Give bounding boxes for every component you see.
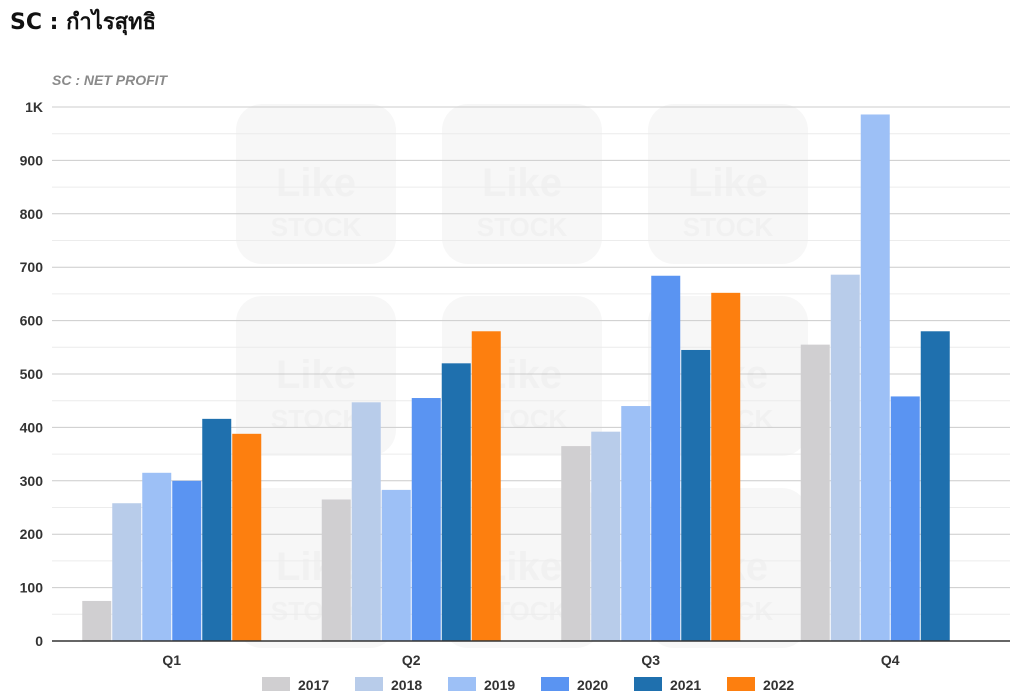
legend-swatch-2017 [262,677,290,691]
y-tick-label: 400 [20,419,44,435]
legend-swatch-2019 [448,677,476,691]
watermark-tile-bg [442,104,602,264]
watermark-text: Like [482,161,562,205]
bar-2017-q2 [321,499,351,641]
y-tick-label: 500 [20,366,44,382]
watermark-tile: Like STOCK [236,104,396,264]
y-tick-label: 600 [20,313,44,329]
legend-label-2020: 2020 [577,677,608,693]
x-tick-label: Q4 [881,652,900,668]
legend-label-2019: 2019 [484,677,515,693]
chart-title: SC : NET PROFIT [52,72,168,88]
watermark-tile-bg [648,104,808,264]
axes: 0 100 200 300 400 500 600 700 800 900 1K Q1 Q2 Q3 Q4 [20,99,1010,668]
watermark-text: STOCK [271,404,362,434]
legend-swatch-2021 [634,677,662,691]
bars [82,114,950,641]
watermark-text: STOCK [271,212,362,242]
legend-label-2022: 2022 [763,677,794,693]
watermark-tile: Like STOCK [648,104,808,264]
watermark-text: STOCK [683,212,774,242]
bar-2021-q2 [441,363,471,641]
y-tick-label: 800 [20,206,44,222]
bar-2017-q1 [82,600,112,641]
legend-swatch-2022 [727,677,755,691]
bar-2019-q4 [860,114,890,641]
legend: 2017 2018 2019 2020 2021 2022 [262,677,794,693]
bar-2021-q4 [920,331,950,641]
watermark-text: Like [276,161,356,205]
bar-2020-q1 [172,480,202,641]
bar-2018-q4 [830,274,860,641]
watermark-text: Like [688,161,768,205]
bar-2017-q4 [800,344,830,641]
x-tick-label: Q3 [641,652,660,668]
legend-swatch-2018 [355,677,383,691]
legend-label-2018: 2018 [391,677,422,693]
page-title: SC : กำไรสุทธิ [10,10,157,35]
legend-label-2017: 2017 [298,677,329,693]
x-tick-label: Q2 [402,652,421,668]
y-tick-label: 700 [20,259,44,275]
bar-2021-q1 [202,418,232,641]
bar-2020-q3 [651,275,681,641]
bar-2020-q4 [890,396,920,641]
bar-2018-q1 [112,503,142,641]
y-tick-label: 200 [20,526,44,542]
watermark-text: Like [276,353,356,397]
bar-2020-q2 [411,398,441,641]
bar-2019-q2 [381,489,411,641]
bar-2022-q3 [711,292,741,641]
bar-2022-q1 [232,433,262,641]
legend-swatch-2020 [541,677,569,691]
bar-2018-q2 [351,402,381,641]
y-tick-label: 1K [25,99,43,115]
bar-2021-q3 [681,349,711,641]
x-tick-label: Q1 [162,652,181,668]
watermark-tile-bg [236,104,396,264]
y-tick-label: 300 [20,473,44,489]
watermark-tile: Like STOCK [442,104,602,264]
bar-2018-q3 [591,431,621,641]
bar-2019-q3 [621,406,651,641]
watermark-layer: LikeSTOCKLikeSTOCKLikeSTOCKLikeSTOCKLike… [236,104,808,648]
y-tick-label: 0 [35,633,43,649]
legend-label-2021: 2021 [670,677,701,693]
bar-2019-q1 [142,472,172,641]
bar-2017-q3 [561,446,591,641]
y-tick-label: 900 [20,152,44,168]
y-tick-label: 100 [20,580,44,596]
bar-2022-q2 [471,331,501,641]
watermark-text: STOCK [477,212,568,242]
